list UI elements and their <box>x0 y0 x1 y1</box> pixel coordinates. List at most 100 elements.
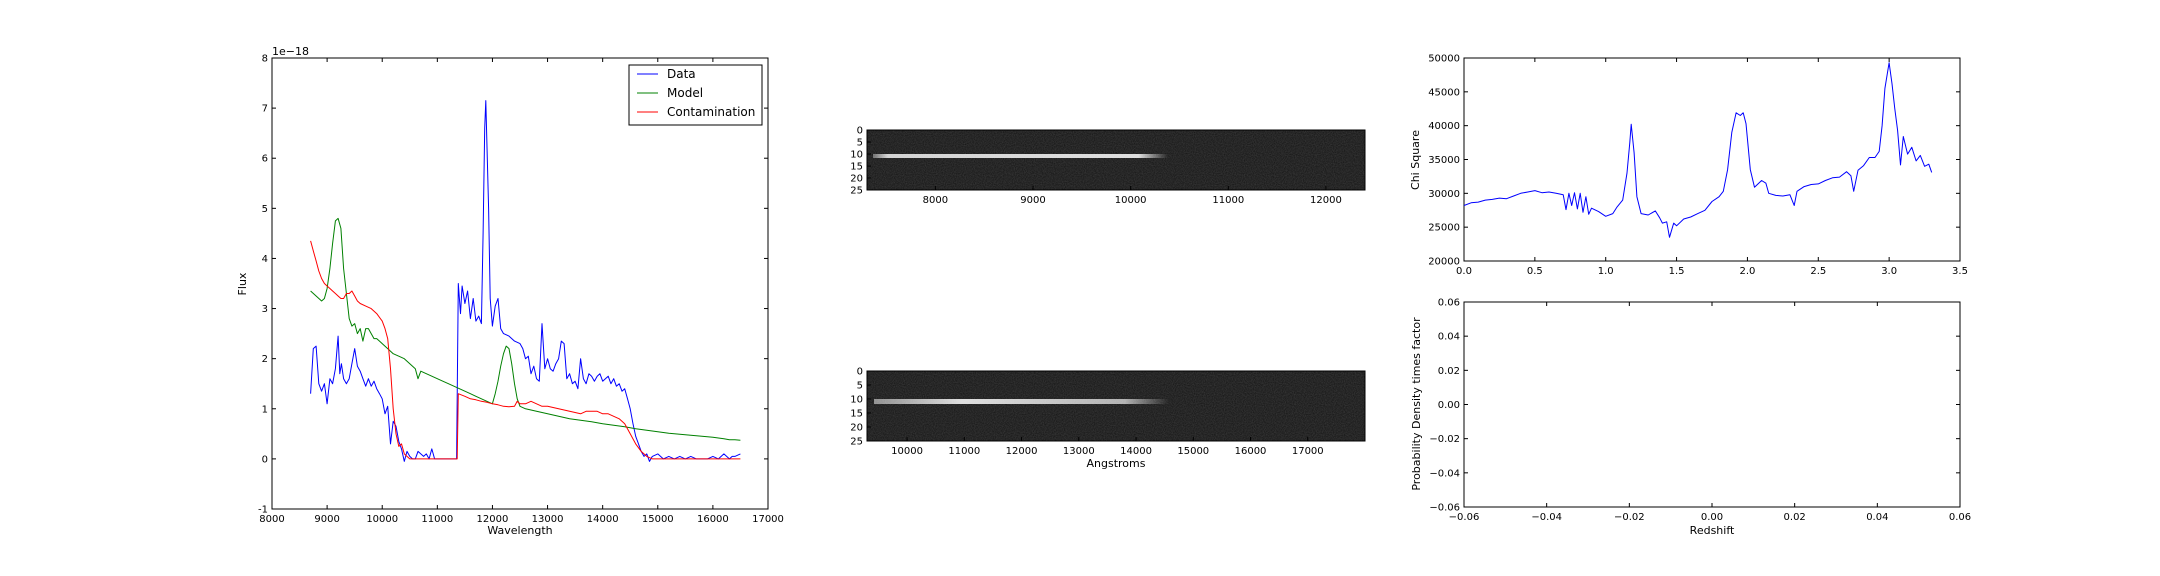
spectrum-2d-top-xtick-label: 10000 <box>1115 195 1147 206</box>
flux-ytick-label: 7 <box>262 104 268 115</box>
chi-square-xtick-label: 2.0 <box>1739 266 1755 277</box>
probability-panel: −0.06 −0.04 −0.02 0.00 0.02 0.04 0.06 −0.06 −0.0… <box>1410 298 1971 538</box>
flux-ytick-label: 5 <box>262 204 268 215</box>
spectrum-2d-bottom-xtick-label: 12000 <box>1006 446 1038 457</box>
chi-square-series-group <box>1463 62 1933 238</box>
probability-ylabel: Probability Density times factor <box>1410 317 1423 491</box>
spectrum-2d-top-xtick-label: 8000 <box>923 195 948 206</box>
probability-xtick-label: −0.06 <box>1449 512 1480 523</box>
chi-square-xtick-label: 0.5 <box>1527 266 1543 277</box>
spectrum-2d-top-xtick-label: 9000 <box>1020 195 1045 206</box>
spectrum-2d-top-xtick-label: 12000 <box>1310 195 1342 206</box>
chi-square-ytick-label: 35000 <box>1428 155 1460 166</box>
flux-xtick-label: 17000 <box>752 514 784 525</box>
spectrum-2d-bottom-xtick-label: 10000 <box>891 446 923 457</box>
probability-axes-frame <box>1463 301 1961 508</box>
flux-xtick-label: 10000 <box>366 514 398 525</box>
chi-square-xtick-label: 3.0 <box>1881 266 1897 277</box>
flux-xtick-label: 15000 <box>642 514 674 525</box>
chi-square-ytick-label: 20000 <box>1428 257 1460 268</box>
chi-square-axes-frame <box>1463 57 1961 262</box>
probability-ytick-label: 0.00 <box>1438 400 1460 411</box>
spectrum-2d-bottom-panel: 10000 11000 12000 13000 14000 15000 16000 17000… <box>850 367 1366 470</box>
spectrum-2d-bottom-noise <box>867 371 1365 441</box>
spectrum-2d-top-frame <box>866 129 1366 191</box>
flux-xtick-label: 9000 <box>314 514 339 525</box>
spectrum-2d-top-xtick-label: 11000 <box>1212 195 1244 206</box>
chi-square-ytick-label: 25000 <box>1428 223 1460 234</box>
flux-ytick-label: 4 <box>262 254 268 265</box>
flux-ytick-label: 3 <box>262 304 268 315</box>
spectrum-2d-bottom-trace <box>874 399 1169 404</box>
flux-xtick-label: 14000 <box>587 514 619 525</box>
flux-ytick-label: -1 <box>258 505 268 516</box>
spectrum-2d-top-ytick-label: 20 <box>850 174 863 185</box>
chi-square-ticks: 0.0 0.5 1.0 1.5 2.0 2.5 3.0 3.5 20000 25000 30000 3… <box>1428 54 1968 278</box>
flux-series-contamination <box>310 240 741 460</box>
chi-square-panel: 0.0 0.5 1.0 1.5 2.0 2.5 3.0 3.5 20000 25000 30000 3… <box>1409 54 1968 278</box>
chi-square-ytick-label: 30000 <box>1428 189 1460 200</box>
probability-ytick-label: 0.06 <box>1438 298 1460 309</box>
probability-xtick-label: 0.00 <box>1701 512 1723 523</box>
legend-label-data: Data <box>667 67 696 81</box>
chi-square-xtick-label: 2.5 <box>1810 266 1826 277</box>
probability-xtick-label: 0.02 <box>1784 512 1806 523</box>
chi-square-xtick-label: 1.5 <box>1669 266 1685 277</box>
probability-xlabel: Redshift <box>1690 524 1735 537</box>
spectrum-2d-bottom-frame <box>866 370 1366 442</box>
legend-frame <box>628 64 763 126</box>
chi-square-ytick-label: 50000 <box>1428 54 1460 65</box>
chi-square-xtick-label: 1.0 <box>1598 266 1614 277</box>
spectrum-2d-bottom-xtick-label: 14000 <box>1120 446 1152 457</box>
probability-ytick-label: −0.06 <box>1429 503 1460 514</box>
flux-xtick-label: 13000 <box>532 514 564 525</box>
probability-xtick-label: −0.04 <box>1531 512 1562 523</box>
flux-xtick-label: 8000 <box>259 514 284 525</box>
flux-legend: Data Model Contamination <box>628 64 763 126</box>
probability-ytick-label: −0.04 <box>1429 468 1460 479</box>
chi-square-series-series-0 <box>1463 62 1933 238</box>
spectrum-2d-xlabel: Angstroms <box>1087 457 1146 470</box>
spectrum-2d-bottom-ytick-label: 15 <box>850 409 863 420</box>
spectrum-2d-top-ytick-label: 10 <box>850 150 863 161</box>
probability-ticks: −0.06 −0.04 −0.02 0.00 0.02 0.04 0.06 −0.06 −0.0… <box>1429 298 1971 524</box>
chi-square-ylabel: Chi Square <box>1409 130 1422 190</box>
flux-ytick-label: 2 <box>262 354 268 365</box>
probability-xtick-label: −0.02 <box>1614 512 1645 523</box>
flux-offset-text: 1e−18 <box>272 45 309 58</box>
spectrum-2d-top-ytick-label: 15 <box>850 162 863 173</box>
spectrum-2d-top-trace <box>873 154 1168 158</box>
flux-series-model <box>310 217 741 441</box>
flux-ytick-label: 1 <box>262 404 268 415</box>
spectrum-2d-top-ytick-label: 25 <box>850 186 863 197</box>
chi-square-ytick-label: 40000 <box>1428 121 1460 132</box>
spectrum-2d-bottom-xtick-label: 16000 <box>1235 446 1267 457</box>
probability-xtick-label: 0.04 <box>1866 512 1888 523</box>
spectrum-2d-bottom-xtick-label: 17000 <box>1292 446 1324 457</box>
spectrum-2d-top-ytick-label: 0 <box>857 126 863 137</box>
flux-xtick-label: 11000 <box>421 514 453 525</box>
flux-ylabel: Flux <box>236 272 249 295</box>
spectrum-2d-top-ytick-label: 5 <box>857 138 863 149</box>
flux-ticks: 8000 9000 10000 11000 12000 13000 14000 15000 1 6… <box>258 54 784 526</box>
probability-ytick-label: 0.04 <box>1438 332 1460 343</box>
probability-xtick-label: 0.06 <box>1949 512 1971 523</box>
spectrum-2d-bottom-xtick-label: 13000 <box>1063 446 1095 457</box>
flux-ytick-label: 0 <box>262 454 268 465</box>
legend-label-model: Model <box>667 86 703 100</box>
flux-axes-frame <box>271 57 769 510</box>
flux-ytick-label: 6 <box>262 154 268 165</box>
flux-xtick-label: 12000 <box>477 514 509 525</box>
flux-ytick-label: 8 <box>262 54 268 65</box>
spectrum-2d-bottom-ytick-label: 20 <box>850 423 863 434</box>
spectrum-2d-bottom-ticks: 10000 11000 12000 13000 14000 15000 16000 17000… <box>850 367 1323 458</box>
chi-square-ytick-label: 45000 <box>1428 87 1460 98</box>
spectrum-2d-bottom-ytick-label: 25 <box>850 437 863 448</box>
flux-xlabel: Wavelength <box>487 524 552 537</box>
flux-series-group <box>310 100 741 462</box>
spectrum-2d-bottom-ytick-label: 10 <box>850 395 863 406</box>
probability-ytick-label: 0.02 <box>1438 366 1460 377</box>
